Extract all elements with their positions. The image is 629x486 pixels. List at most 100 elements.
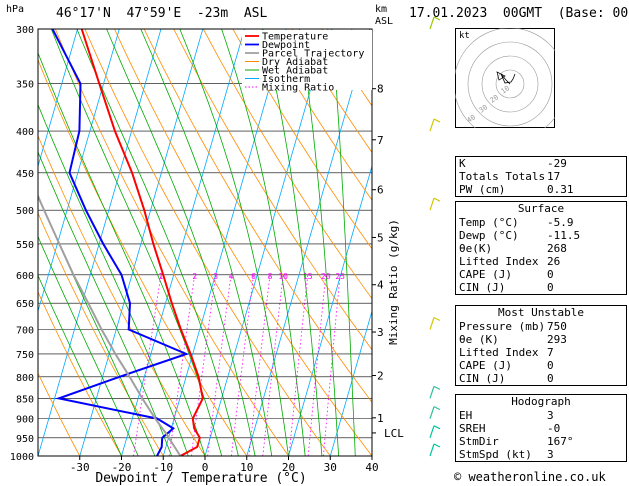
wet-adiabat-line [299,29,339,456]
wind-barb [429,16,435,30]
indices-table-top: K -29 Totals Totals 17 PW (cm) 0.31 [455,156,627,197]
index-label: EH [459,409,473,422]
isotherm-line [204,29,329,456]
index-value: 167° [547,435,574,448]
index-label: StmSpd (kt) [459,448,532,461]
index-value: 0.31 [547,183,574,196]
table-row: Lifted Index 7 [456,346,626,359]
hodograph-ring-label: 20 [489,93,501,104]
km-tick-label: 7 [377,134,384,147]
x-tick-label: 20 [282,461,295,474]
mixing-ratio-line [262,274,284,456]
wind-barb [429,406,435,419]
index-value: 3 [547,409,554,422]
x-axis-label: Dewpoint / Temperature (°C) [95,471,306,486]
pressure-tick-label: 800 [16,373,34,384]
isotherm-line [38,29,162,456]
index-value: 3 [547,448,554,461]
wet-adiabat-line [38,103,189,456]
index-value: -0 [547,422,561,435]
table-title: Most Unstable [497,306,585,319]
isotherm-line [162,29,287,456]
height-unit: km ASL [375,4,393,28]
mixing-ratio-label: 10 [278,272,288,281]
mixing-ratio-label: 25 [335,272,345,281]
index-value: -11.5 [547,229,581,242]
wet-adiabat-line [38,274,122,456]
wet-adiabat-line [76,29,239,456]
km-tick-label: 8 [377,83,384,96]
mixing-ratio-line [168,274,196,456]
hodograph-ring-label: 30 [478,103,490,114]
wet-adiabat-line [38,235,139,456]
wet-adiabat-line [38,51,206,456]
index-label: StmDir [459,435,499,448]
hodograph-ring-label: 40 [466,113,478,124]
mixing-ratio-label: 8 [268,272,273,281]
table-row: Pressure (mb) 750 [456,320,626,333]
legend-entry: Dewpoint [262,40,310,51]
temperature-profile [80,29,204,456]
table-row: CAPE (J) 0 [456,359,626,372]
lcl-label: LCL [384,427,404,440]
table-row: SREH -0 [456,422,626,435]
index-label: CIN (J) [459,281,506,294]
wet-adiabat-line [106,29,256,456]
km-tick-label: 6 [377,184,384,197]
dry-adiabat-line [38,134,206,456]
isotherm-line [246,29,371,456]
datetime-title: 17.01.2023 00GMT (Base: 00) [409,6,629,21]
mixing-ratio-line [133,274,162,456]
wind-barb-flag [433,443,441,448]
storm-motion-marker [496,71,506,81]
table-row: Temp (°C) -5.9 [456,216,626,229]
pressure-tick-label: 300 [16,25,34,36]
pressure-tick-label: 500 [16,206,34,217]
table-row: Lifted Index 26 [456,255,626,268]
dry-adiabat-line [202,29,372,300]
table-title: Hodograph [511,395,571,408]
isotherm-line [79,29,204,456]
dry-adiabat-line [38,291,122,456]
index-value: 750 [547,320,567,333]
isotherm-line [329,309,372,456]
hodograph: kt 10 20 30 40 [455,28,555,128]
dry-adiabat-line [84,29,331,456]
index-value: 0 [547,268,554,281]
dry-adiabat-line [38,212,164,456]
pressure-tick-label: 900 [16,415,34,426]
x-tick-label: 10 [240,461,253,474]
index-label: PW (cm) [459,183,506,196]
dry-adiabat-line [262,29,372,201]
mixing-ratio-label: 20 [321,272,331,281]
mixing-ratio-label: 15 [303,272,313,281]
index-value: 0 [547,372,554,385]
x-tick-label: -10 [153,461,173,474]
x-tick-label: 0 [202,461,209,474]
index-label: Totals Totals [459,170,546,183]
hodograph-trace [500,73,516,85]
dry-adiabat-line [232,29,372,250]
wind-barb [429,197,435,211]
hodograph-ring-label: 10 [500,84,512,95]
table-row: K -29 [456,157,626,170]
mixing-ratio-label: 3 [213,272,218,281]
indices-table-surface: Surface Temp (°C) -5.9 Dewp (°C) -11.5 θe(K) 2… [455,201,627,295]
wind-barbs [429,16,441,457]
pressure-tick-label: 650 [16,299,34,310]
isotherm-line [288,164,372,456]
table-row: EH 3 [456,409,626,422]
hodograph-unit: kt [459,31,470,41]
index-label: CAPE (J) [459,268,512,281]
index-label: CIN (J) [459,372,506,385]
km-tick-label: 5 [377,231,384,244]
wind-barb [429,386,435,399]
legend-entry: Mixing Ratio [262,83,334,94]
index-value: 293 [547,333,567,346]
mixing-ratio-label: 2 [192,272,197,281]
index-label: SREH [459,422,486,435]
x-tick-label: 40 [365,461,378,474]
pressure-tick-label: 1000 [10,452,34,463]
dry-adiabat-line [38,372,81,456]
